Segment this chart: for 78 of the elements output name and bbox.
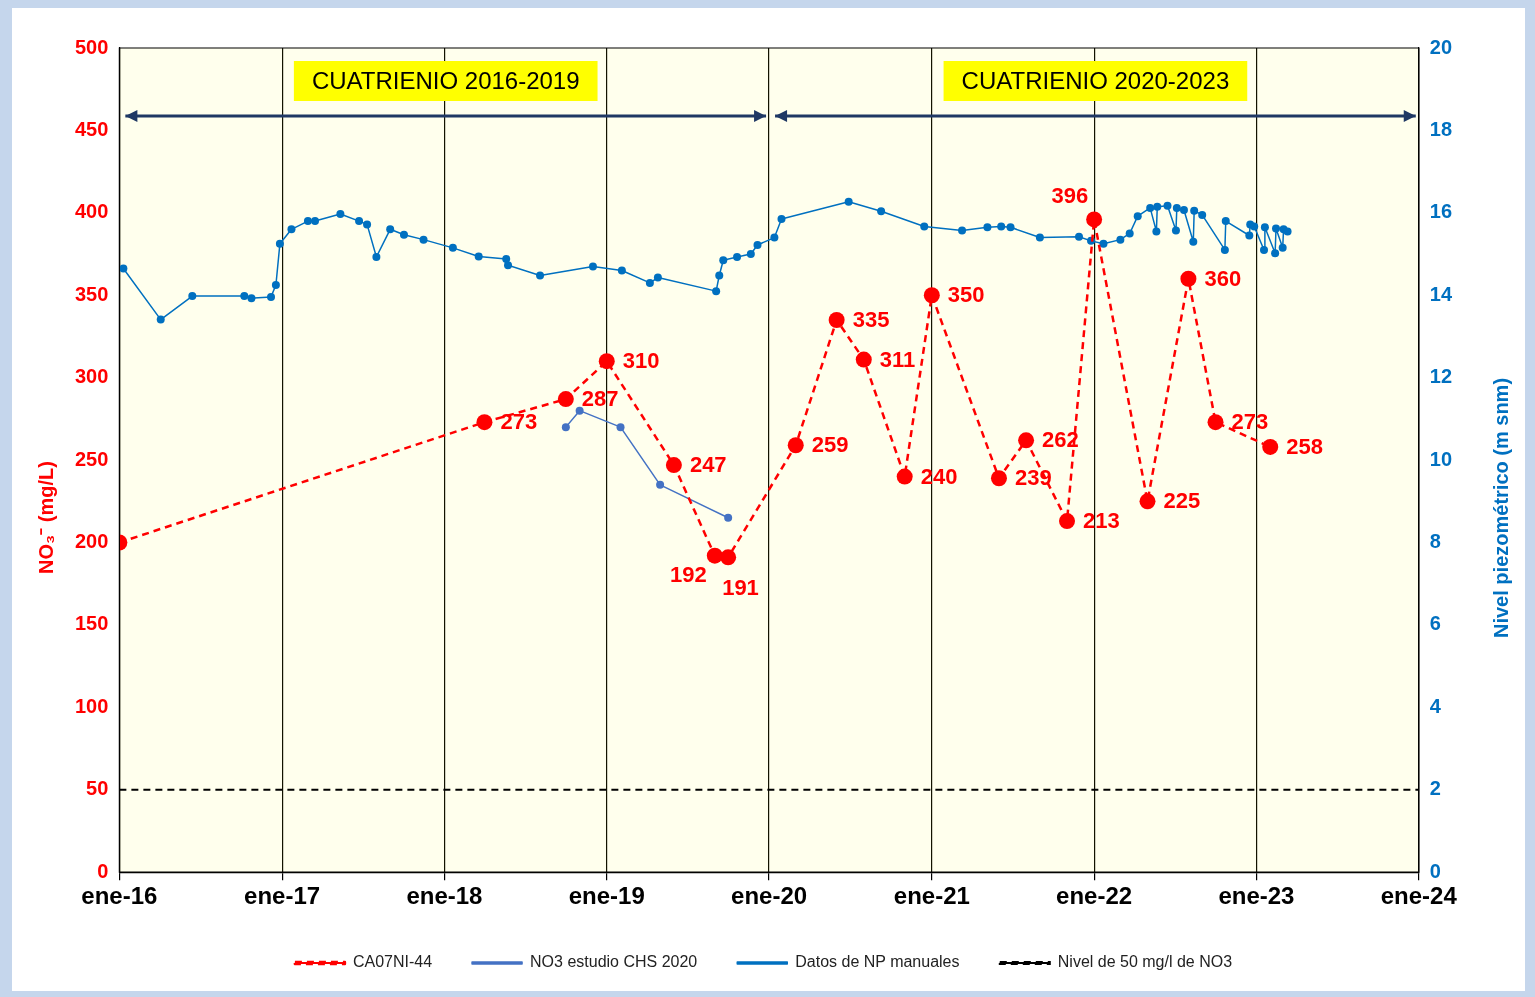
- y2-tick-label: 18: [1429, 117, 1452, 140]
- data-label: 350: [947, 282, 985, 308]
- y2-tick-label: 20: [1429, 35, 1452, 58]
- data-label: 239: [1014, 465, 1052, 491]
- legend-label: NO3 estudio CHS 2020: [530, 953, 698, 971]
- point: [1180, 270, 1197, 287]
- y2-tick-label: 0: [1429, 859, 1441, 882]
- x-tick-label: ene-16: [81, 882, 158, 910]
- data-label: 247: [689, 452, 727, 478]
- point: [598, 353, 615, 370]
- y-tick-label: 300: [74, 365, 109, 388]
- y-tick-label: 250: [74, 447, 109, 470]
- data-label: 335: [852, 307, 890, 333]
- point: [896, 468, 913, 485]
- x-tick-label: ene-17: [244, 882, 321, 910]
- y2-tick-label: 14: [1429, 282, 1453, 305]
- point: [561, 423, 570, 432]
- band-label: CUATRIENIO 2020-2023: [961, 66, 1230, 94]
- y-tick-label: 200: [74, 530, 109, 553]
- y-tick-label: 400: [74, 200, 109, 223]
- point: [724, 513, 733, 522]
- y-axis-title: NO₃⁻ (mg/L): [34, 460, 58, 577]
- y2-axis-title: Nivel piezométrico (m snm): [1490, 376, 1513, 641]
- data-label: 259: [811, 432, 849, 458]
- point: [1018, 432, 1035, 449]
- x-tick-label: ene-22: [1056, 882, 1133, 910]
- data-label: 191: [722, 575, 759, 601]
- legend-label: Datos de NP manuales: [795, 953, 960, 971]
- point: [1086, 211, 1103, 228]
- point: [706, 547, 723, 564]
- data-label: 258: [1286, 433, 1323, 459]
- band-label: CUATRIENIO 2016-2019: [311, 66, 580, 94]
- legend-label: Nivel de 50 mg/l de NO3: [1057, 953, 1233, 971]
- point: [1139, 493, 1156, 510]
- y2-tick-label: 12: [1429, 365, 1452, 388]
- x-tick-label: ene-23: [1218, 882, 1295, 910]
- y-tick-label: 50: [86, 777, 109, 800]
- point: [665, 457, 682, 474]
- point: [787, 437, 804, 454]
- y2-tick-label: 4: [1429, 694, 1442, 717]
- point: [923, 287, 940, 304]
- y2-tick-label: 16: [1429, 200, 1452, 223]
- data-label: 310: [622, 348, 660, 374]
- y-tick-label: 100: [74, 694, 109, 717]
- data-label: 225: [1163, 488, 1201, 514]
- x-tick-label: ene-24: [1380, 882, 1458, 910]
- point: [1207, 414, 1224, 431]
- point: [1059, 513, 1075, 530]
- x-tick-label: ene-18: [406, 882, 483, 910]
- point: [575, 406, 584, 415]
- y-tick-label: 500: [74, 35, 109, 58]
- y2-tick-label: 6: [1429, 612, 1441, 635]
- x-tick-label: ene-21: [893, 882, 970, 910]
- point: [557, 391, 574, 408]
- y-tick-label: 450: [74, 117, 109, 140]
- point: [656, 480, 665, 489]
- data-label: 311: [879, 346, 916, 372]
- legend-label: CA07NI-44: [352, 953, 433, 971]
- data-label: 396: [1051, 183, 1089, 209]
- y2-tick-label: 8: [1429, 530, 1441, 553]
- x-tick-label: ene-20: [731, 882, 808, 910]
- point: [855, 351, 872, 368]
- point: [1262, 438, 1279, 455]
- x-tick-label: ene-19: [568, 882, 645, 910]
- y2-tick-label: 10: [1429, 447, 1452, 470]
- data-label: 192: [670, 561, 707, 587]
- point: [720, 549, 737, 566]
- point: [616, 423, 625, 432]
- data-label: 262: [1042, 427, 1079, 453]
- data-label: 273: [500, 409, 538, 435]
- y2-tick-label: 2: [1429, 777, 1441, 800]
- y-tick-label: 0: [97, 859, 109, 882]
- y-tick-label: 150: [74, 612, 109, 635]
- point: [476, 414, 493, 431]
- point: [828, 311, 845, 328]
- y-tick-label: 350: [74, 282, 109, 305]
- point: [990, 470, 1007, 487]
- data-label: 360: [1204, 265, 1242, 291]
